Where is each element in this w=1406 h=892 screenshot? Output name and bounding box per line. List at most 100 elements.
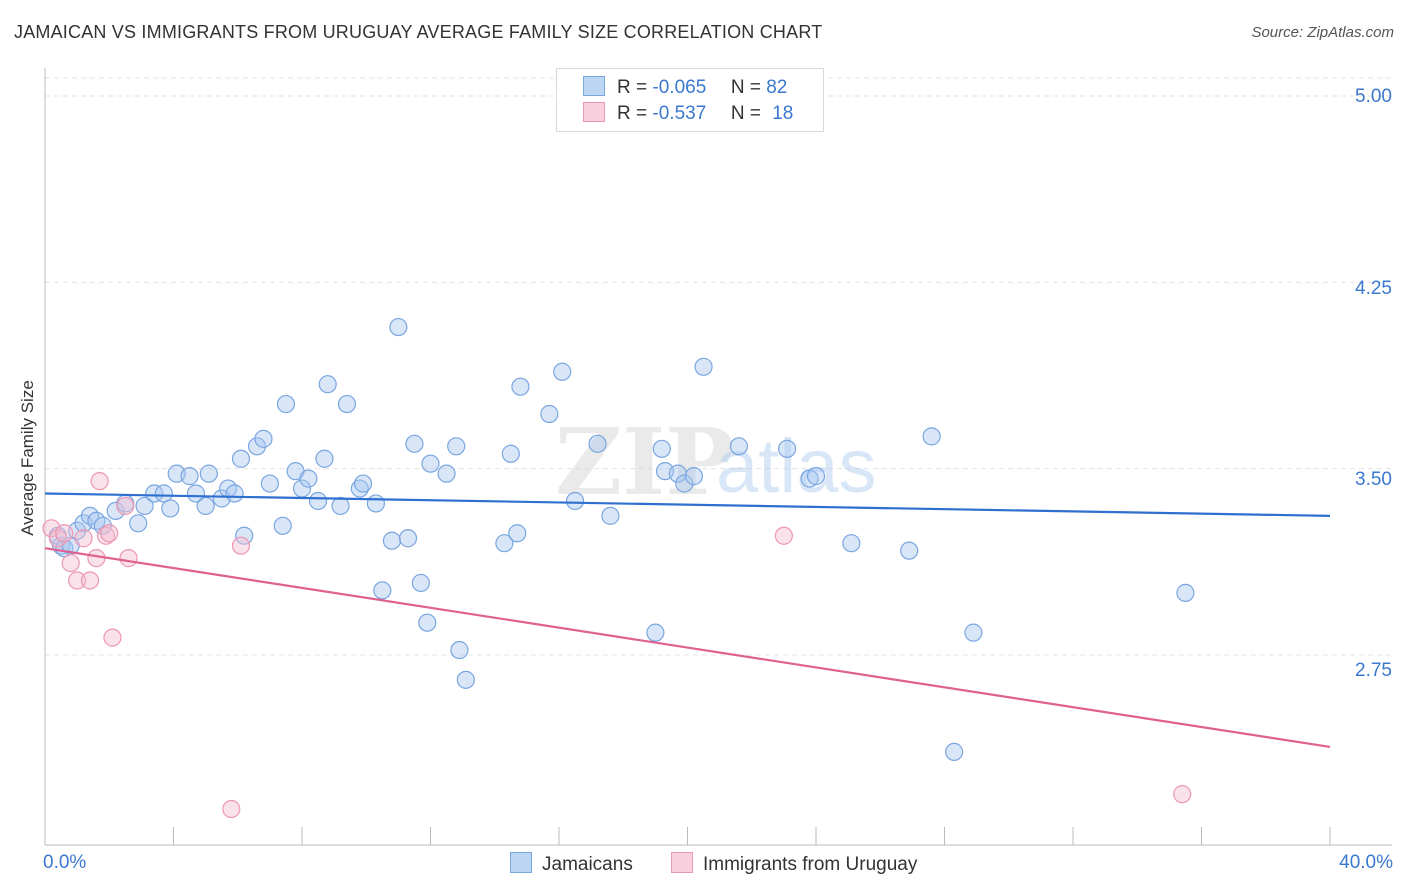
jamaicans-point [694, 357, 713, 376]
jamaicans-point [418, 613, 437, 632]
jamaicans-point [421, 454, 440, 473]
n-label: N = [730, 103, 761, 124]
jamaicans-point [806, 467, 826, 486]
blue-swatch [583, 76, 605, 96]
y-tick-label: 4.25 [1355, 278, 1392, 299]
uruguay-point [103, 628, 122, 647]
uruguay-point [96, 526, 116, 545]
jamaicans-point [588, 434, 607, 453]
jamaicans-point [508, 524, 527, 543]
pink-swatch [583, 102, 605, 122]
jamaicans-point [353, 474, 373, 493]
chart-title: JAMAICAN VS IMMIGRANTS FROM URUGUAY AVER… [14, 22, 823, 42]
jamaicans-point [675, 474, 694, 493]
axes [44, 68, 1392, 846]
jamaicans-point [299, 469, 318, 488]
legend-row-uruguay: R = -0.537 N = 18 [583, 102, 793, 125]
jamaicans-point [231, 449, 251, 468]
uruguay-point [100, 524, 119, 543]
jamaicans-point [225, 484, 244, 503]
jamaicans-point [180, 467, 199, 486]
uruguay-point [119, 549, 138, 568]
jamaicans-point [196, 496, 215, 516]
uruguay-point [68, 571, 87, 590]
jamaicans-point [777, 439, 797, 458]
jamaicans-point [646, 623, 665, 642]
watermark-zip: ZIP [555, 408, 734, 516]
uruguay-point [116, 496, 135, 516]
uruguay-point [90, 471, 109, 491]
watermark: ZIP atlas [555, 408, 877, 516]
jamaicans-point [318, 375, 337, 394]
r-value: -0.065 [652, 77, 707, 98]
jamaicans-point [447, 437, 466, 456]
source-label: Source: ZipAtlas.com [1251, 24, 1394, 41]
jamaicans-point [366, 494, 385, 513]
blue-swatch [510, 852, 532, 873]
legend-label: Jamaicans [542, 854, 633, 875]
jamaicans-point [553, 362, 572, 381]
jamaicans-point [161, 499, 180, 518]
jamaicans-point [565, 491, 585, 511]
jamaicans-point [260, 474, 279, 493]
uruguay-point [55, 524, 74, 543]
jamaicans-point [842, 534, 861, 553]
jamaicans-point [382, 531, 402, 550]
jamaicans-point [235, 526, 254, 545]
jamaicans-point [186, 484, 206, 503]
trend-line-uruguay [44, 547, 1331, 749]
series-jamaicans-points [48, 317, 1195, 761]
n-value: 18 [772, 103, 794, 124]
jamaicans-point [411, 573, 430, 593]
jamaicans-point [373, 581, 392, 600]
jamaicans-point [601, 506, 620, 525]
jamaicans-point [106, 501, 125, 521]
jamaicans-point [254, 429, 273, 448]
jamaicans-point [964, 623, 983, 642]
jamaicans-point [945, 742, 964, 761]
jamaicans-point [337, 394, 357, 414]
jamaicans-point [145, 484, 164, 503]
jamaicans-point [273, 516, 292, 535]
y-tick-label: 5.00 [1355, 86, 1392, 107]
jamaicans-point [922, 427, 941, 446]
jamaicans-point [501, 444, 520, 463]
uruguay-point [1173, 785, 1192, 804]
r-value: -0.537 [652, 103, 707, 124]
jamaicans-point [540, 404, 559, 424]
series-uruguay-points [42, 471, 1192, 819]
jamaicans-point [129, 514, 148, 533]
jamaicans-point [456, 670, 475, 689]
jamaicans-point [437, 464, 456, 483]
jamaicans-point [135, 496, 154, 516]
jamaicans-point [247, 437, 267, 456]
jamaicans-point [331, 496, 350, 516]
r-label: R = [617, 77, 648, 98]
legend-label: Immigrants from Uruguay [703, 854, 918, 875]
x-tick-label-max: 40.0% [1339, 852, 1393, 873]
x-tick-label-min: 0.0% [43, 852, 87, 873]
jamaicans-point [276, 394, 296, 414]
jamaicans-point [1176, 583, 1195, 602]
legend-item-jamaicans: Jamaicans [510, 852, 633, 876]
trend-line-jamaicans [44, 492, 1331, 517]
jamaicans-point [450, 640, 469, 660]
uruguay-point [80, 571, 100, 590]
n-label: N = [730, 77, 761, 98]
watermark-atlas: atlas [716, 424, 877, 509]
jamaicans-point [900, 541, 919, 560]
y-tick-label: 3.50 [1355, 469, 1392, 490]
trend-lines [44, 492, 1331, 749]
jamaicans-point [511, 377, 530, 396]
grid-lines [45, 77, 1392, 656]
pink-swatch [671, 852, 693, 873]
uruguay-point [231, 536, 251, 555]
correlation-legend: R = -0.065 N = 82 R = -0.537 N = 18 [556, 68, 824, 132]
legend-item-uruguay: Immigrants from Uruguay [671, 852, 917, 876]
uruguay-point [774, 526, 793, 545]
uruguay-point [61, 553, 80, 573]
n-value: 82 [766, 77, 788, 98]
jamaicans-point [684, 467, 704, 486]
jamaicans-point [308, 491, 328, 511]
